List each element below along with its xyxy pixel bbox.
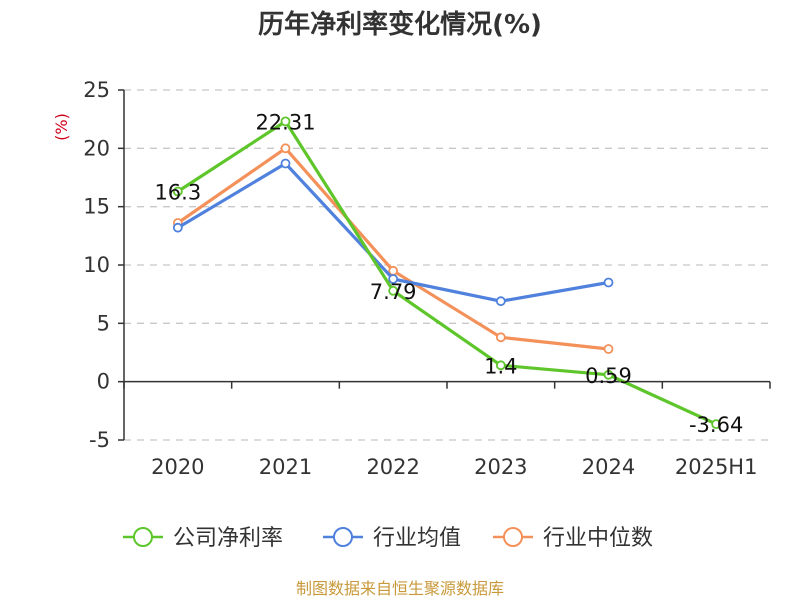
data-point-0 xyxy=(172,186,183,197)
data-point-0 xyxy=(388,285,399,296)
data-point-0 xyxy=(711,419,722,430)
data-point-0 xyxy=(280,116,291,127)
legend-label: 公司净利率 xyxy=(173,526,283,551)
data-label: 1.4 xyxy=(484,354,517,378)
data-label: -3.64 xyxy=(689,413,743,437)
y-tick-label: 5 xyxy=(97,311,110,335)
source-note: 制图数据来自恒生聚源数据库 xyxy=(296,579,504,598)
data-point-1 xyxy=(388,274,399,284)
data-label: 22.31 xyxy=(255,110,315,134)
data-point-2 xyxy=(495,332,506,343)
series-group xyxy=(172,116,722,430)
legend-marker-2 xyxy=(503,527,523,547)
grid-lines xyxy=(124,89,770,441)
data-point-2 xyxy=(603,344,614,354)
y-tick-label: 0 xyxy=(97,370,110,394)
legend: 公司净利率 行业均值 行业中位数 xyxy=(123,526,653,551)
data-point-2 xyxy=(280,143,291,154)
x-tick-label: 2024 xyxy=(582,455,635,479)
y-tick-labels: -5 0 5 10 15 20 25 xyxy=(83,78,110,452)
x-tick-label: 2021 xyxy=(259,455,312,479)
y-tick-label: 15 xyxy=(83,195,110,219)
x-tick-labels: 2020 2021 2022 2023 2024 2025H1 xyxy=(151,455,757,479)
y-tick-label: 25 xyxy=(83,78,110,102)
y-unit-label: (%) xyxy=(52,113,71,141)
data-point-1 xyxy=(280,158,291,169)
data-point-1 xyxy=(172,222,183,233)
series-line-2 xyxy=(176,146,611,351)
data-labels: 16.3 22.31 7.79 1.4 0.59 -3.64 xyxy=(154,110,743,437)
series-line-0 xyxy=(176,119,718,426)
legend-marker-1 xyxy=(333,527,353,547)
data-label: 16.3 xyxy=(154,181,201,205)
data-label: 0.59 xyxy=(585,364,632,388)
y-tick-label: 20 xyxy=(83,136,110,160)
data-label: 7.79 xyxy=(370,280,417,304)
y-tick-label: 10 xyxy=(83,253,110,277)
legend-label: 行业均值 xyxy=(373,526,461,551)
y-tick-label: -5 xyxy=(89,428,110,452)
data-point-0 xyxy=(495,360,506,371)
legend-label: 行业中位数 xyxy=(543,526,653,551)
x-tick-label: 2020 xyxy=(151,455,204,479)
axes xyxy=(118,89,771,441)
x-tick-label: 2022 xyxy=(366,455,419,479)
data-point-1 xyxy=(495,296,506,307)
data-point-0 xyxy=(603,369,614,380)
data-point-1 xyxy=(603,277,614,288)
x-tick-label: 2025H1 xyxy=(675,455,758,479)
x-tick-label: 2023 xyxy=(474,455,527,479)
legend-marker-0 xyxy=(133,527,153,547)
chart-title: 历年净利率变化情况(%) xyxy=(258,9,542,40)
